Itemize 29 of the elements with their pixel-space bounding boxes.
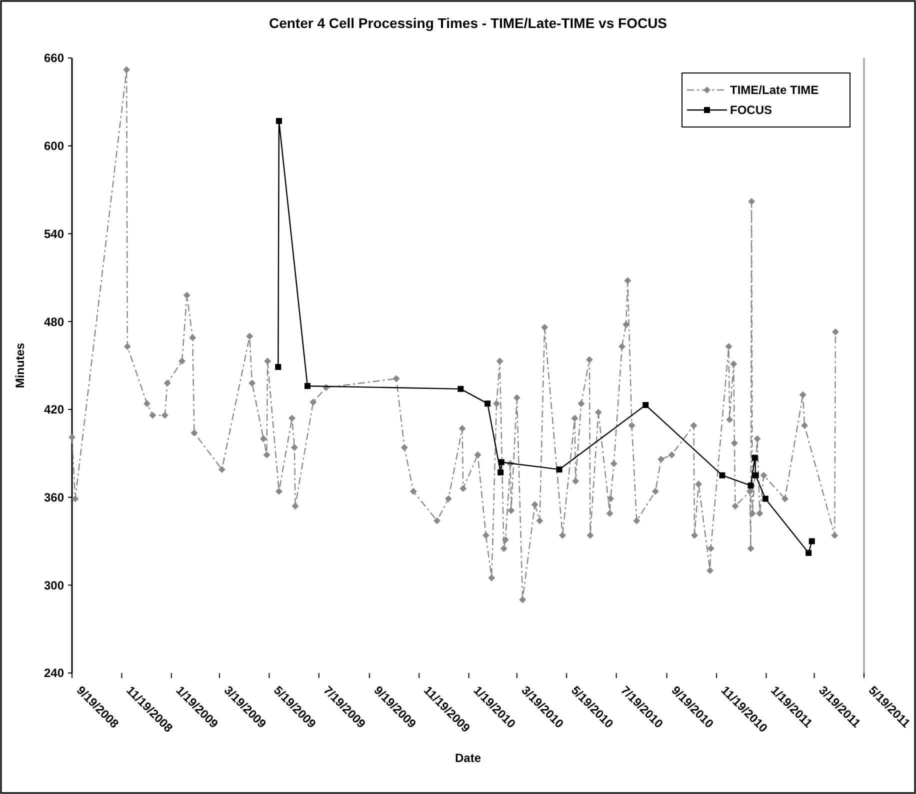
point [275,364,282,370]
point [748,482,754,489]
point [484,400,491,407]
point [806,550,812,556]
point [556,466,562,472]
point [752,472,759,478]
y-tick-label: 360 [44,490,64,504]
y-axis-title: Minutes [13,342,27,388]
point [276,118,282,124]
y-tick-label: 660 [44,51,64,66]
legend-label: TIME/Late TIME [730,83,819,98]
point [498,459,504,466]
y-tick-label: 420 [44,402,64,417]
y-tick-label: 480 [44,314,64,329]
point [762,496,768,502]
y-tick-label: 240 [44,666,64,680]
y-tick-label: 600 [44,139,64,154]
chart-title: Center 4 Cell Processing Times - TIME/Late-TIME vs FOCUS [268,15,668,31]
point [719,472,726,478]
legend-label: FOCUS [730,103,772,118]
point [642,402,649,408]
point [752,454,758,461]
point [304,383,310,389]
x-axis-title: Date [454,751,482,765]
y-tick-label: 540 [44,226,64,241]
point [808,538,815,544]
y-tick-label: 300 [44,578,64,592]
point [498,469,504,476]
point [458,386,464,392]
